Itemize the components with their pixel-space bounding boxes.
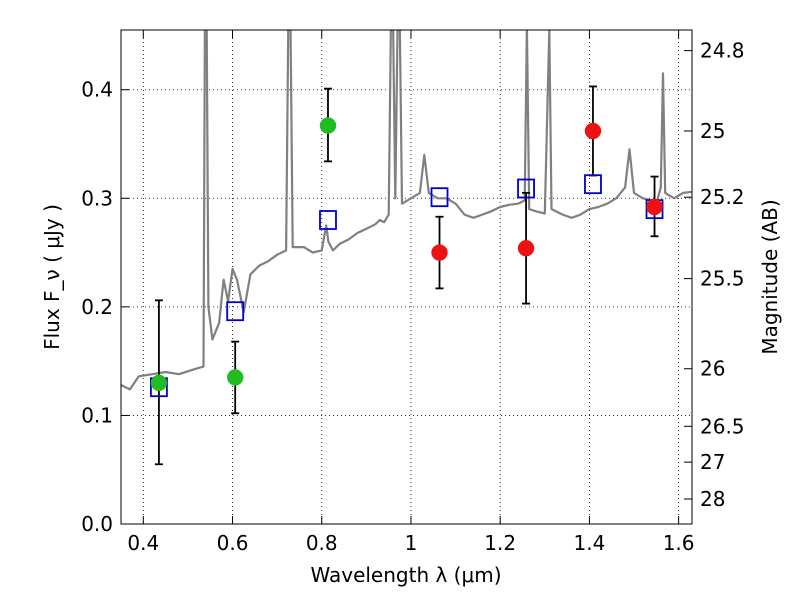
x-tick-label: 1.2 [484, 531, 516, 555]
red-data-point [585, 123, 601, 139]
y-tick-label: 0.3 [81, 186, 113, 210]
right-tick-label: 28 [700, 487, 725, 511]
y-tick-label: 0.0 [81, 512, 113, 536]
right-tick-label: 24.8 [700, 39, 745, 63]
right-tick-label: 26 [700, 357, 725, 381]
green-data-point [320, 118, 336, 134]
red-data-point [432, 245, 448, 261]
x-axis-label: Wavelength λ (μm) [310, 563, 501, 587]
right-axis-label: Magnitude (AB) [758, 199, 782, 354]
y-tick-label: 0.4 [81, 78, 113, 102]
green-data-point [151, 375, 167, 391]
right-axis-ticks: 24.8 25 25.2 25.5 26 26.5 27 28 [684, 39, 745, 511]
right-tick-label: 25.5 [700, 267, 745, 291]
right-tick-label: 25 [700, 119, 725, 143]
x-tick-label: 1.4 [573, 531, 605, 555]
x-tick-label: 1 [405, 531, 418, 555]
right-tick-label: 25.2 [700, 185, 745, 209]
green-data-point [227, 369, 243, 385]
flux-chart: 0.4 0.6 0.8 1 1.2 1.4 1.6 0.0 0.1 0.2 0.3 0.4 24.8… [0, 0, 800, 600]
y-tick-label: 0.2 [81, 295, 113, 319]
x-tick-label: 0.4 [127, 531, 159, 555]
red-data-point [518, 240, 534, 256]
x-tick-label: 1.6 [663, 531, 695, 555]
y-axis-label: Flux F_ν ( μJy ) [40, 204, 64, 350]
right-tick-label: 26.5 [700, 414, 745, 438]
x-tick-label: 0.6 [217, 531, 249, 555]
x-tick-label: 0.8 [306, 531, 338, 555]
right-tick-label: 27 [700, 450, 725, 474]
y-tick-label: 0.1 [81, 403, 113, 427]
red-data-point [647, 199, 663, 215]
